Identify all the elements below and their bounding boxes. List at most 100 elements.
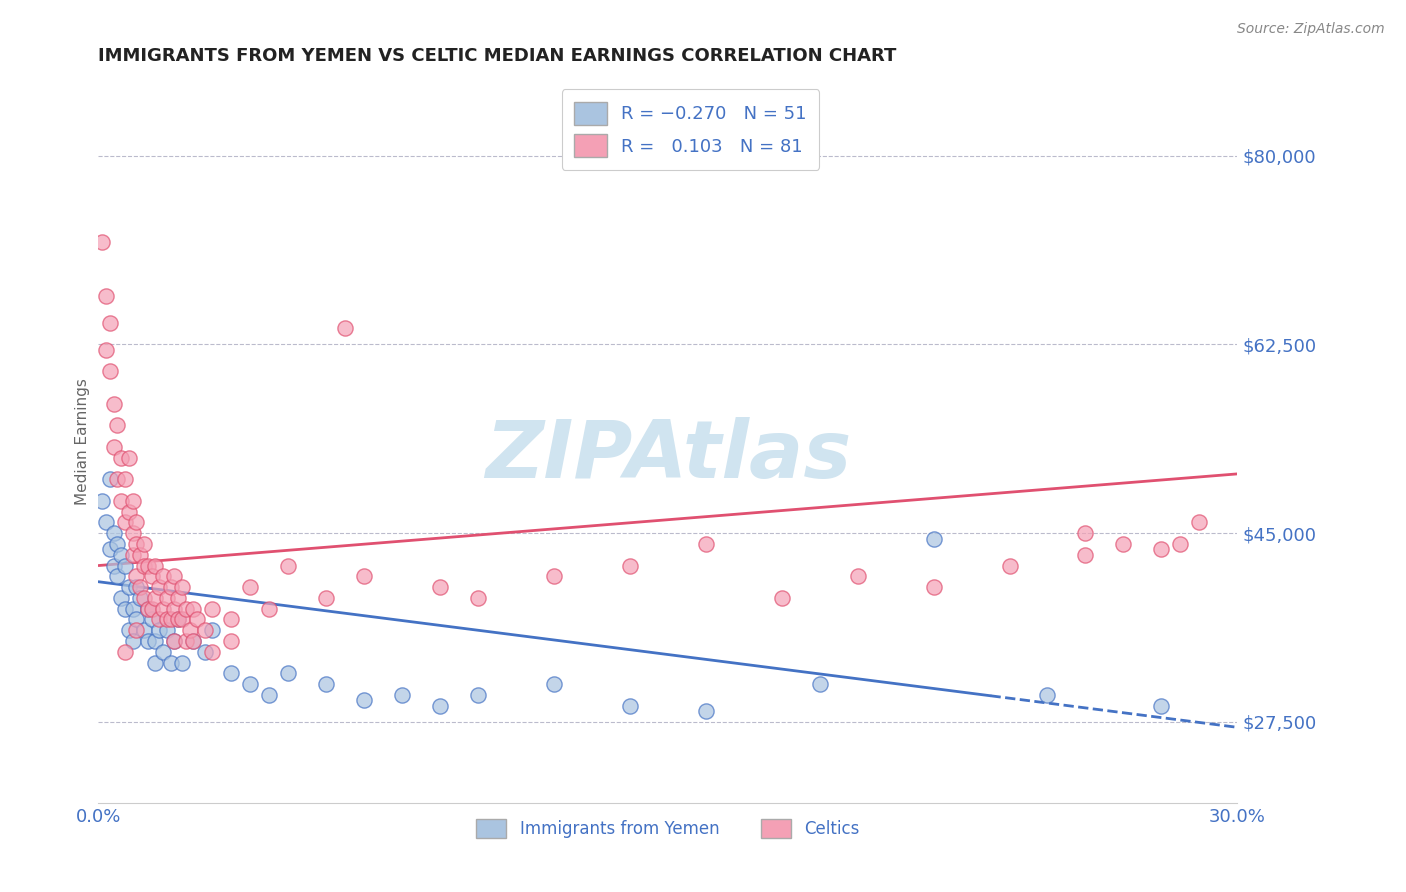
Point [543,569,565,583]
Point [98,364,121,378]
Point [103,397,125,411]
Point [129,548,152,562]
Point [221,666,243,681]
Point [98,542,121,557]
Point [163,634,186,648]
Point [118,505,141,519]
Point [170,612,193,626]
Point [141,601,163,615]
Point [808,677,831,691]
Point [125,580,148,594]
Point [107,472,129,486]
Point [1112,537,1135,551]
Point [194,645,217,659]
Point [121,526,143,541]
Text: ZIPAtlas: ZIPAtlas [485,417,851,495]
Point [159,656,181,670]
Point [148,580,170,594]
Point [239,580,262,594]
Point [429,580,451,594]
Point [114,472,136,486]
Point [103,558,125,573]
Point [121,548,143,562]
Point [136,558,159,573]
Point [1170,537,1192,551]
Point [277,558,299,573]
Point [125,516,148,530]
Point [467,591,489,605]
Point [167,612,190,626]
Text: Source: ZipAtlas.com: Source: ZipAtlas.com [1237,22,1385,37]
Point [156,612,179,626]
Point [145,656,167,670]
Point [136,634,159,648]
Point [125,569,148,583]
Point [353,693,375,707]
Point [132,537,155,551]
Point [619,558,641,573]
Point [1150,542,1173,557]
Point [619,698,641,713]
Point [183,634,205,648]
Point [94,289,117,303]
Point [141,569,163,583]
Point [315,677,337,691]
Point [183,634,205,648]
Point [91,493,114,508]
Point [543,677,565,691]
Point [167,591,190,605]
Point [221,634,243,648]
Point [174,634,197,648]
Point [118,580,141,594]
Point [94,516,117,530]
Point [107,418,129,433]
Point [163,569,186,583]
Point [121,634,143,648]
Point [132,591,155,605]
Point [152,645,174,659]
Point [1074,548,1097,562]
Point [110,493,132,508]
Point [167,612,190,626]
Point [121,601,143,615]
Point [201,624,224,638]
Point [98,316,121,330]
Point [1074,526,1097,541]
Point [103,526,125,541]
Point [152,601,174,615]
Point [121,493,143,508]
Point [695,704,717,718]
Point [129,591,152,605]
Point [141,612,163,626]
Y-axis label: Median Earnings: Median Earnings [75,378,90,505]
Point [159,612,181,626]
Point [136,601,159,615]
Point [1150,698,1173,713]
Point [998,558,1021,573]
Point [152,569,174,583]
Point [129,580,152,594]
Point [429,698,451,713]
Point [1036,688,1059,702]
Point [98,472,121,486]
Point [132,624,155,638]
Point [770,591,793,605]
Point [201,601,224,615]
Point [846,569,869,583]
Point [353,569,375,583]
Point [239,677,262,691]
Point [183,601,205,615]
Point [159,580,181,594]
Point [315,591,337,605]
Point [114,516,136,530]
Point [695,537,717,551]
Point [145,591,167,605]
Point [132,558,155,573]
Point [163,601,186,615]
Point [179,624,201,638]
Point [103,440,125,454]
Point [259,688,281,702]
Point [148,624,170,638]
Point [194,624,217,638]
Point [170,580,193,594]
